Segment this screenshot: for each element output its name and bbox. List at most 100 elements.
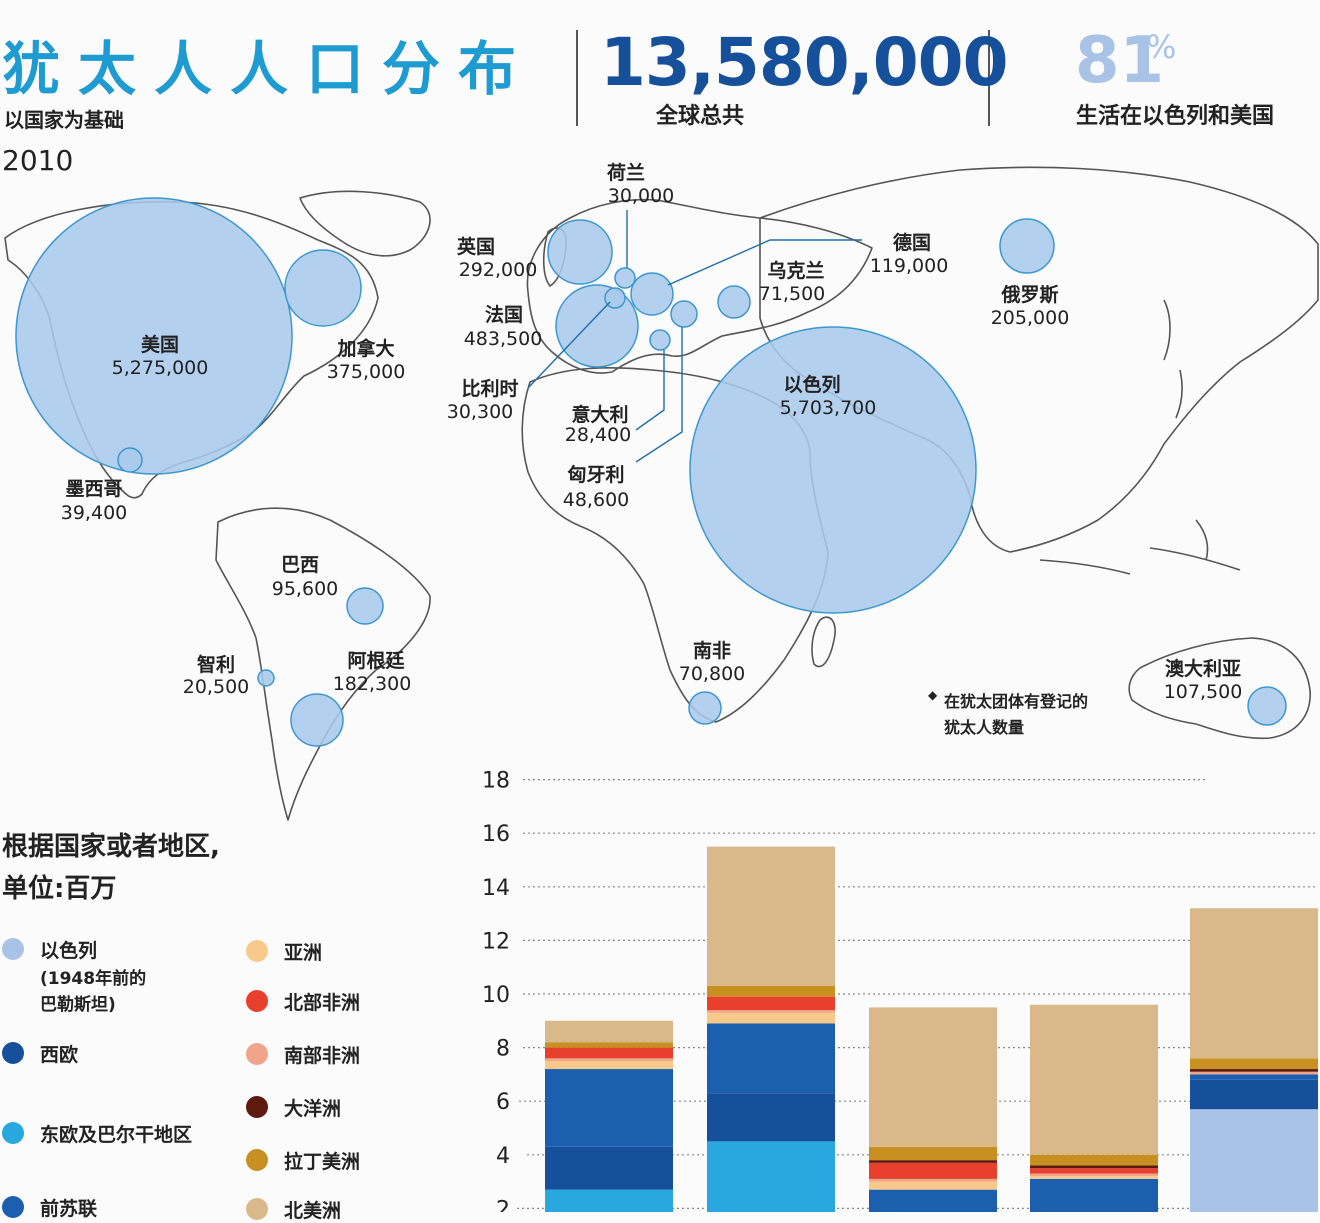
percent-value: 81 (1075, 24, 1165, 98)
total-label: 全球总共 (655, 104, 744, 129)
country-value-germany: 119,000 (869, 255, 949, 277)
bar-segment (1190, 1079, 1318, 1110)
bar-segment (707, 1141, 835, 1212)
chart-title-line2: 单位:百万 (2, 874, 117, 904)
bar-segment (545, 1061, 673, 1070)
legend-label-latin-america: 拉丁美洲 (284, 1151, 361, 1173)
bar-segment (1190, 1071, 1318, 1075)
legend-dot-israel (2, 938, 24, 960)
country-value-mexico: 39,400 (60, 502, 128, 524)
country-value-ukraine: 71,500 (758, 283, 826, 305)
bar-segment (1030, 1154, 1158, 1166)
legend-dot-asia (246, 940, 268, 962)
page-subtitle: 以国家为基础 (4, 108, 124, 132)
legend-dot-western-europe (2, 1042, 24, 1064)
country-name-ukraine: 乌克兰 (767, 260, 825, 282)
bar-segment (869, 1178, 997, 1182)
greenland-outline (299, 190, 431, 257)
bar-segment (1190, 1109, 1318, 1212)
country-value-argentina: 182,300 (332, 673, 412, 695)
bar-segment (1190, 1074, 1318, 1080)
country-value-chile: 20,500 (182, 676, 250, 698)
bubble-ukraine (717, 285, 751, 319)
bubble-brazil (346, 587, 384, 625)
bar-segment (869, 1160, 997, 1163)
header-divider-left (576, 30, 578, 126)
country-value-south-africa: 70,800 (678, 663, 746, 685)
indonesia-outline (1039, 519, 1241, 575)
legend-label-eastern-europe: 东欧及巴尔干地区 (40, 1124, 193, 1146)
legend-dot-eastern-europe (2, 1122, 24, 1144)
bubble-canada (284, 249, 362, 327)
y-tick-label: 10 (482, 983, 510, 1008)
country-name-australia: 澳大利亚 (1164, 658, 1242, 680)
bar-segment (1190, 1069, 1318, 1072)
bar-segment (545, 1020, 673, 1043)
y-tick-label: 14 (482, 876, 510, 901)
bar-segment (545, 1047, 673, 1059)
country-value-france: 483,500 (463, 328, 543, 350)
total-population: 13,580,000 (600, 24, 1009, 101)
country-name-canada: 加拿大 (337, 338, 395, 360)
bar-segment (869, 1162, 997, 1179)
bubble-netherlands (614, 267, 636, 289)
country-name-hungary: 匈牙利 (567, 464, 625, 486)
y-tick-label: 16 (482, 822, 510, 847)
leader-germany (667, 239, 862, 286)
country-value-hungary: 48,600 (562, 489, 630, 511)
bar-segment (869, 1181, 997, 1190)
chart-bars (545, 846, 1318, 1212)
y-tick-label: 6 (496, 1090, 510, 1115)
y-tick-label: 18 (482, 769, 510, 794)
bar-segment (1190, 1058, 1318, 1070)
year-label: 2010 (2, 144, 74, 177)
chart-y-ticks: 2 4 6 8 10 12 14 16 18 (482, 769, 510, 1212)
bubble-hungary (670, 300, 698, 328)
country-name-france: 法国 (484, 304, 524, 326)
australia-outline (1128, 637, 1311, 740)
country-name-belgium: 比利时 (461, 378, 519, 400)
bar-segment (869, 1189, 997, 1212)
page-title: 犹太人人口分布 (2, 35, 535, 103)
japan-outline (1163, 299, 1183, 419)
bar-segment (1190, 908, 1318, 1059)
bar-segment (545, 1189, 673, 1212)
europe-outline (526, 198, 873, 374)
madagascar-outline (811, 616, 836, 668)
bubble-mexico (117, 447, 143, 473)
bubble-germany (630, 272, 674, 316)
bar-segment (869, 1007, 997, 1147)
header-divider-right (988, 30, 990, 126)
country-value-belgium: 30,300 (446, 401, 514, 423)
country-name-argentina: 阿根廷 (347, 650, 405, 672)
bar-segment (1030, 1004, 1158, 1155)
country-name-brazil: 巴西 (280, 554, 320, 576)
country-value-australia: 107,500 (1163, 681, 1243, 703)
bar-segment (1030, 1165, 1158, 1169)
y-tick-label: 4 (496, 1144, 510, 1169)
bubble-australia (1247, 686, 1287, 726)
legend-label-israel: 以色列 (40, 940, 98, 962)
legend-dot-north-africa (246, 990, 268, 1012)
leader-lines (527, 210, 862, 463)
bar-segment (707, 985, 835, 997)
bar-segment (707, 1023, 835, 1094)
bar-segment (1030, 1178, 1158, 1212)
bubble-russia (999, 218, 1055, 274)
legend-label-western-europe: 西欧 (40, 1044, 79, 1066)
country-value-canada: 375,000 (326, 361, 406, 383)
country-name-russia: 俄罗斯 (1001, 284, 1059, 306)
bar-segment (869, 1146, 997, 1161)
bubble-chile (257, 669, 275, 687)
leader-hungary (635, 327, 683, 463)
bubble-argentina (290, 693, 344, 747)
y-tick-label: 8 (496, 1037, 510, 1062)
leader-italy (635, 350, 665, 431)
bar-segment (545, 1058, 673, 1061)
country-name-usa: 美国 (140, 334, 180, 356)
legend-dot-oceania (246, 1096, 268, 1118)
country-value-israel: 5,703,700 (779, 397, 877, 419)
bar-segment (707, 1012, 835, 1024)
bar-segment (707, 846, 835, 986)
